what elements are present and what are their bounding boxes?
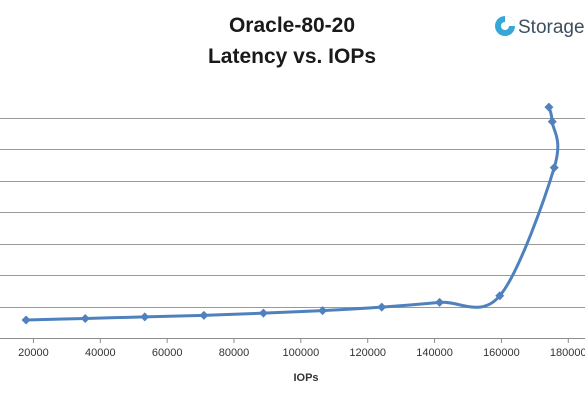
data-point-marker: [318, 306, 328, 316]
logo-text: Storage: [518, 17, 585, 38]
x-axis-label: IOPs: [293, 372, 318, 384]
series-line: [24, 105, 560, 322]
logo: Storage: [495, 16, 585, 38]
x-tick-label: 80000: [219, 347, 250, 359]
data-point-marker: [435, 297, 445, 307]
x-tick-label: 40000: [85, 347, 116, 359]
x-tick-label: 20000: [18, 347, 49, 359]
data-point-marker: [549, 163, 559, 173]
x-tick-label: 180000: [550, 347, 585, 359]
storage-logo-icon: [495, 16, 515, 36]
data-point-marker: [258, 308, 268, 318]
x-tick-label: 100000: [282, 347, 319, 359]
data-point-marker: [140, 312, 150, 322]
series-markers: [21, 102, 559, 325]
x-axis: 20000 40000 60000 80000 100000 120000 140000 16…: [18, 338, 585, 359]
data-point-marker: [495, 291, 505, 301]
gridlines: [0, 118, 585, 339]
data-point-marker: [80, 313, 90, 323]
data-point-marker: [544, 102, 554, 112]
x-tick-label: 140000: [416, 347, 453, 359]
chart-title-line-2: Latency vs. IOPs: [208, 45, 376, 68]
data-point-marker: [21, 315, 31, 325]
data-point-marker: [547, 117, 557, 127]
x-tick-label: 60000: [152, 347, 183, 359]
x-tick-label: 120000: [349, 347, 386, 359]
data-point-marker: [199, 310, 209, 320]
x-tick-label: 160000: [483, 347, 520, 359]
data-point-marker: [377, 302, 387, 312]
chart-title-line-1: Oracle-80-20: [229, 14, 355, 37]
